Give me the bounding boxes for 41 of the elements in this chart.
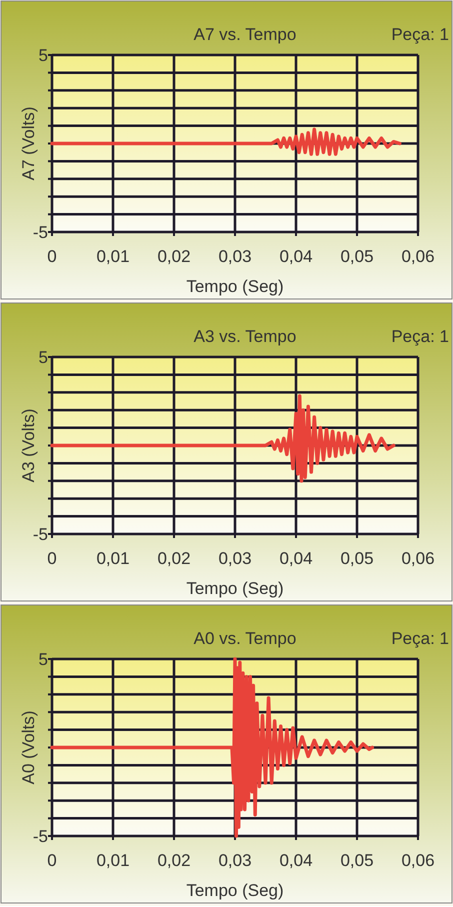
x-tick-label: 0: [47, 247, 57, 266]
y-tick-label: -5: [32, 223, 48, 242]
x-tick-label: 0,02: [157, 549, 191, 568]
text: Peça: 1: [391, 327, 449, 346]
x-tick-label: 0,01: [96, 549, 130, 568]
chart-title: A7 vs. Tempo: [194, 25, 296, 44]
text: Peça: 1: [391, 25, 449, 44]
x-tick-label: 0,01: [96, 247, 130, 266]
x-axis-title: Tempo (Seg): [186, 881, 284, 900]
y-axis-title: A0 (Volts): [19, 710, 38, 784]
x-tick-label: 0,05: [340, 247, 374, 266]
x-tick-label: 0,06: [401, 549, 435, 568]
chart-title: A0 vs. Tempo: [194, 629, 296, 648]
x-tick-label: 0,02: [157, 247, 191, 266]
x-tick-label: 0,04: [279, 247, 313, 266]
x-tick-label: 0,04: [279, 851, 313, 870]
y-tick-label: 5: [38, 348, 48, 367]
x-tick-label: 0,03: [218, 549, 252, 568]
x-tick-label: 0,06: [401, 851, 435, 870]
x-tick-label: 0,03: [218, 247, 252, 266]
y-tick-label: -5: [32, 525, 48, 544]
x-tick-label: 0: [47, 851, 57, 870]
y-tick-label: 5: [38, 650, 48, 669]
line-series: [50, 394, 396, 483]
x-tick-label: 0,03: [218, 851, 252, 870]
y-tick-label: -5: [32, 827, 48, 846]
text: Peça: 1: [391, 629, 449, 648]
x-tick-label: 0,02: [157, 851, 191, 870]
chart-title: A3 vs. Tempo: [194, 327, 296, 346]
line-series: [50, 128, 402, 156]
x-tick-label: 0,04: [279, 549, 313, 568]
x-axis-title: Tempo (Seg): [186, 277, 284, 296]
x-axis-title: Tempo (Seg): [186, 579, 284, 598]
y-tick-label: 5: [38, 46, 48, 65]
x-tick-label: 0,01: [96, 851, 130, 870]
y-axis-title: A3 (Volts): [19, 408, 38, 482]
x-tick-label: 0,05: [340, 549, 374, 568]
x-tick-label: 0: [47, 549, 57, 568]
x-tick-label: 0,05: [340, 851, 374, 870]
x-tick-label: 0,06: [401, 247, 435, 266]
y-axis-title: A7 (Volts): [19, 106, 38, 180]
